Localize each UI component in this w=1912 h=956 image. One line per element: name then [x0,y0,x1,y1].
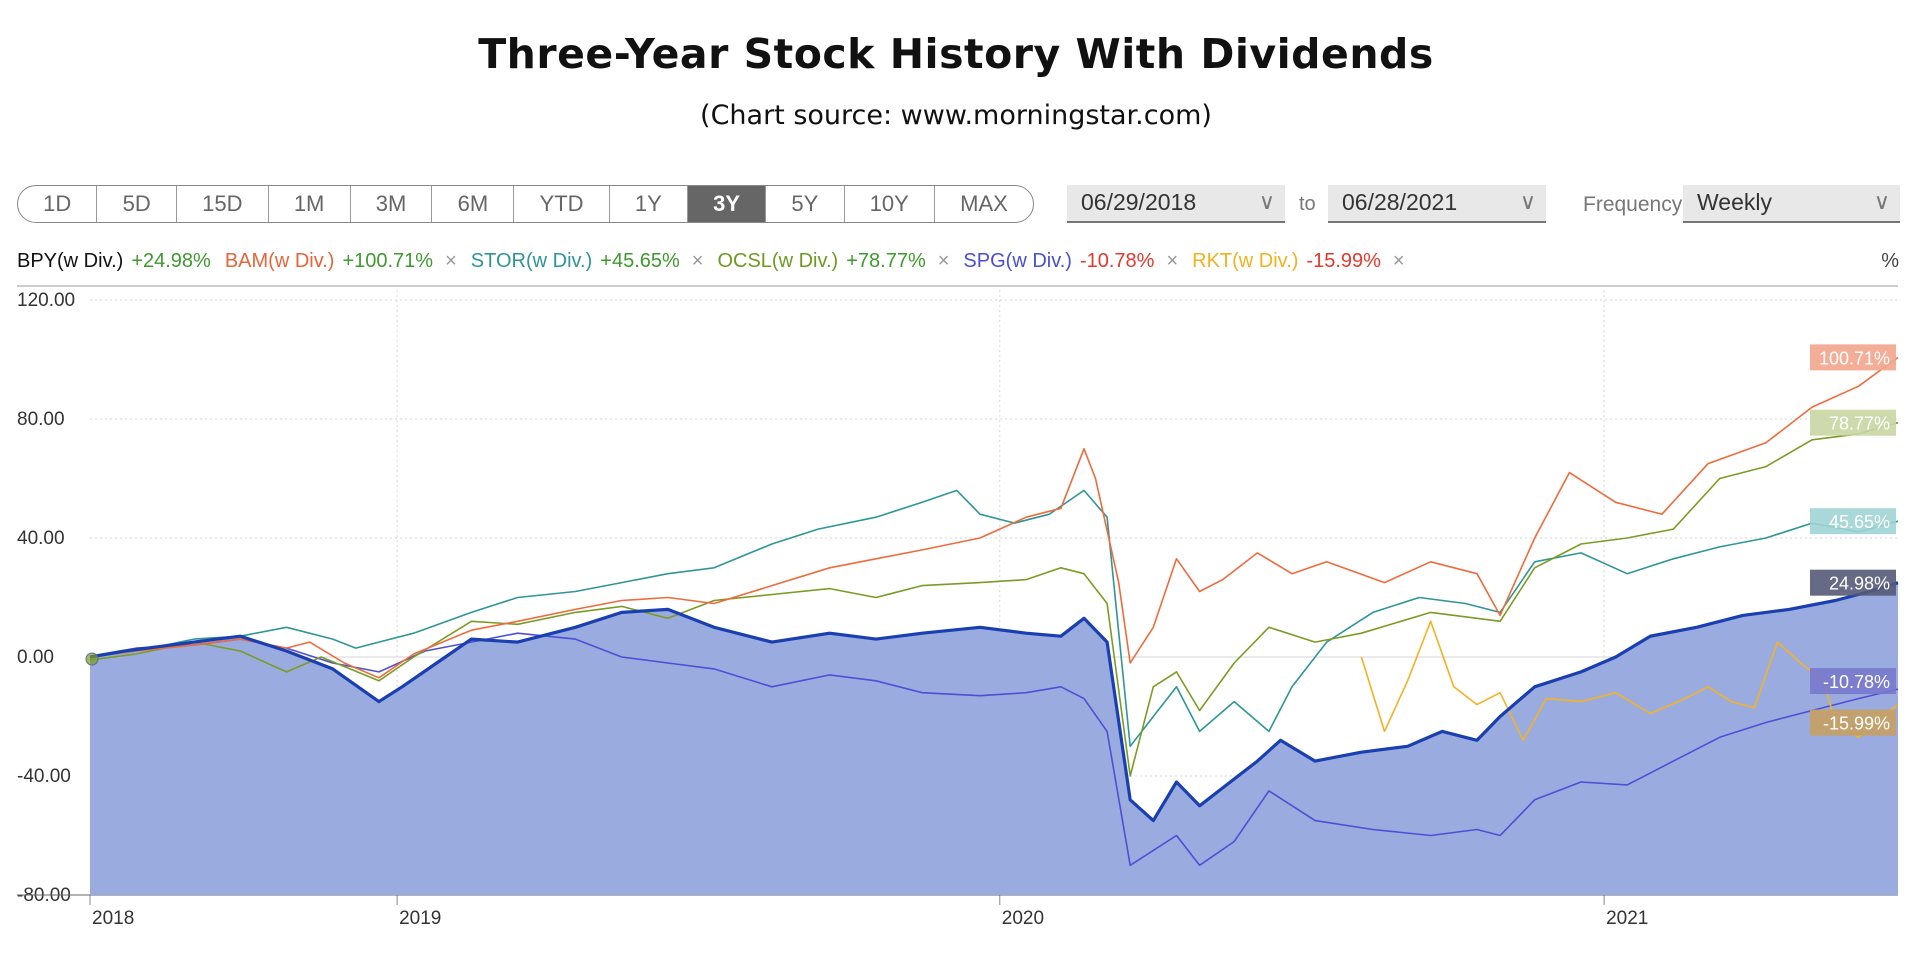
chart-subtitle: (Chart source: www.morningstar.com) [700,100,1212,131]
legend-series-change: -15.99% [1306,250,1381,272]
to-label: to [1299,193,1316,215]
chart-title: Three-Year Stock History With Dividends [478,30,1434,78]
legend-series-change: +100.71% [342,250,434,272]
legend-series-name[interactable]: BAM(w Div.) [224,250,335,272]
range-button-6m[interactable]: 6M [432,186,515,222]
frequency-select[interactable]: Weekly ∨ [1683,185,1900,223]
remove-series-icon[interactable]: × [1166,250,1179,272]
end-value-label: 24.98% [1829,574,1890,594]
range-button-1y[interactable]: 1Y [610,186,688,222]
end-value-tag [1810,709,1896,736]
end-date-select[interactable]: 06/28/2021 ∨ [1328,185,1546,223]
y-tick-label: 0.00 [17,647,54,668]
series-start-marker [85,652,99,666]
range-button-ytd[interactable]: YTD [514,186,610,222]
legend-series-name[interactable]: RKT(w Div.) [1192,250,1299,272]
range-button-5d[interactable]: 5D [97,186,177,222]
end-value-label: -15.99% [1823,714,1890,734]
range-button-max[interactable]: MAX [960,191,1008,216]
chevron-down-icon: ∨ [1258,189,1275,214]
end-value-tag [1810,344,1896,371]
legend-series-name[interactable]: STOR(w Div.) [470,250,593,272]
legend-series-change: +45.65% [600,250,680,272]
series-line-stor [89,489,1899,748]
end-date-value: 06/28/2021 [1342,189,1458,215]
series-line-rkt [1360,620,1899,742]
series-area-bpy [90,582,1898,895]
range-button-15d[interactable]: 15D [177,186,269,222]
end-value-tag [1810,569,1896,596]
range-button-5y[interactable]: 5Y [766,186,845,222]
series-line-bpy [89,581,1899,823]
legend-item: STOR(w Div.) +45.65% × [471,250,704,272]
chevron-down-icon: ∨ [1519,189,1536,214]
legend-item: RKT(w Div.) -15.99% × [1192,250,1404,272]
remove-series-icon[interactable]: × [1392,250,1405,272]
end-value-label: 45.65% [1829,512,1890,532]
range-button-3m[interactable]: 3M [351,186,433,222]
remove-series-icon[interactable]: × [445,250,457,272]
legend-item: SPG(w Div.) -10.78% × [963,250,1178,272]
end-value-tag [1810,409,1896,436]
legend-series-change: +78.77% [846,250,926,272]
unit-label: % [1881,250,1899,272]
y-tick-label: 80.00 [17,409,65,430]
range-button-1d[interactable]: 1D [18,186,98,222]
end-value-label: 78.77% [1829,414,1890,434]
y-tick-label: 120.00 [17,290,75,311]
legend-series-name[interactable]: OCSL(w Div.) [717,250,839,272]
range-button-10y[interactable]: 10Y [845,186,935,222]
end-value-tag [1810,668,1896,695]
time-range-selector: 1D 5D 15D 1M 3M 6M YTD 1Y 3Y 5Y 10Y MAX [17,185,1034,223]
legend-series-name[interactable]: BPY(w Div.) [17,250,124,272]
range-button-3y[interactable]: 3Y [687,186,767,222]
legend-item: OCSL(w Div.) +78.77% × [717,250,949,272]
remove-series-icon[interactable]: × [691,250,704,272]
legend-series-change: +24.98% [131,250,211,272]
chevron-down-icon: ∨ [1873,189,1890,214]
series-line-spg [89,632,1899,867]
range-button-1m[interactable]: 1M [269,186,351,222]
y-tick-label: -40.00 [17,766,71,787]
start-date-select[interactable]: 06/29/2018 ∨ [1067,185,1285,223]
end-value-label: 100.71% [1819,348,1890,368]
legend-series-change: -10.78% [1079,250,1155,272]
chart-legend: BPY(w Div.) +24.98% BAM(w Div.) +100.71% × ST… [17,250,1419,273]
legend-series-name[interactable]: SPG(w Div.) [963,250,1072,272]
frequency-label: Frequency [1583,193,1683,216]
end-value-label: -10.78% [1823,672,1890,692]
legend-item: BAM(w Div.) +100.71% × [225,250,457,272]
series-line-bam [89,356,1899,679]
series-line-ocsl [89,421,1899,777]
y-tick-label: 40.00 [17,528,65,549]
x-tick-label: 2019 [399,908,441,929]
start-date-value: 06/29/2018 [1081,189,1197,215]
x-tick-label: 2021 [1606,908,1648,929]
x-tick-label: 2018 [92,908,134,929]
end-value-tag [1810,508,1896,535]
legend-item: BPY(w Div.) +24.98% [17,250,211,272]
x-tick-label: 2020 [1002,908,1044,929]
remove-series-icon[interactable]: × [937,250,950,272]
frequency-value: Weekly [1697,189,1772,215]
